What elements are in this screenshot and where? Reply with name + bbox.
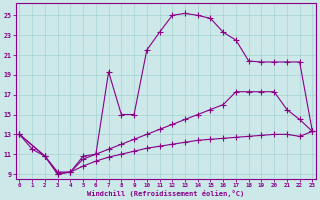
X-axis label: Windchill (Refroidissement éolien,°C): Windchill (Refroidissement éolien,°C) xyxy=(87,190,244,197)
